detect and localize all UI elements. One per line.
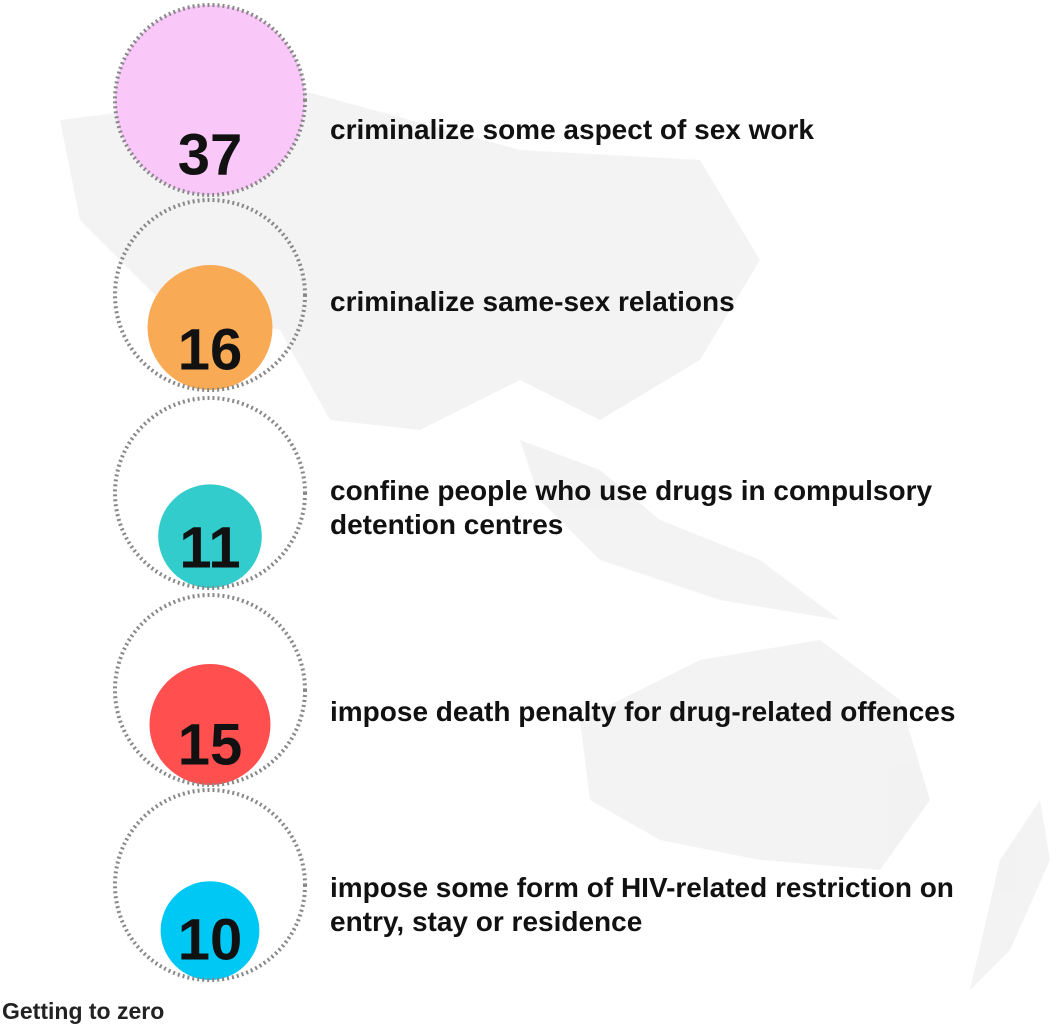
category-label: criminalize same-sex relations (330, 286, 735, 317)
value-label: 15 (178, 712, 243, 777)
value-circle (158, 484, 262, 588)
value-label: 16 (178, 317, 243, 382)
value-label: 11 (179, 515, 240, 580)
value-circle (115, 5, 305, 195)
value-label: 10 (178, 907, 243, 972)
value-circle (149, 664, 271, 786)
outline-circle (113, 788, 307, 982)
outline-circle (113, 396, 307, 590)
footer: Getting to zero (2, 998, 165, 1024)
category-label: confine people who use drugs in compulso… (330, 475, 933, 540)
category-label: criminalize some aspect of sex work (330, 114, 814, 145)
value-circle (147, 265, 273, 390)
category-label: impose death penalty for drug-related of… (330, 696, 956, 727)
value-circle (160, 881, 260, 981)
outline-circle (113, 593, 307, 787)
value-label: 37 (178, 122, 243, 187)
category-label: impose some form of HIV-related restrict… (330, 872, 954, 937)
outline-circle (113, 198, 307, 392)
outline-circle (113, 3, 307, 197)
